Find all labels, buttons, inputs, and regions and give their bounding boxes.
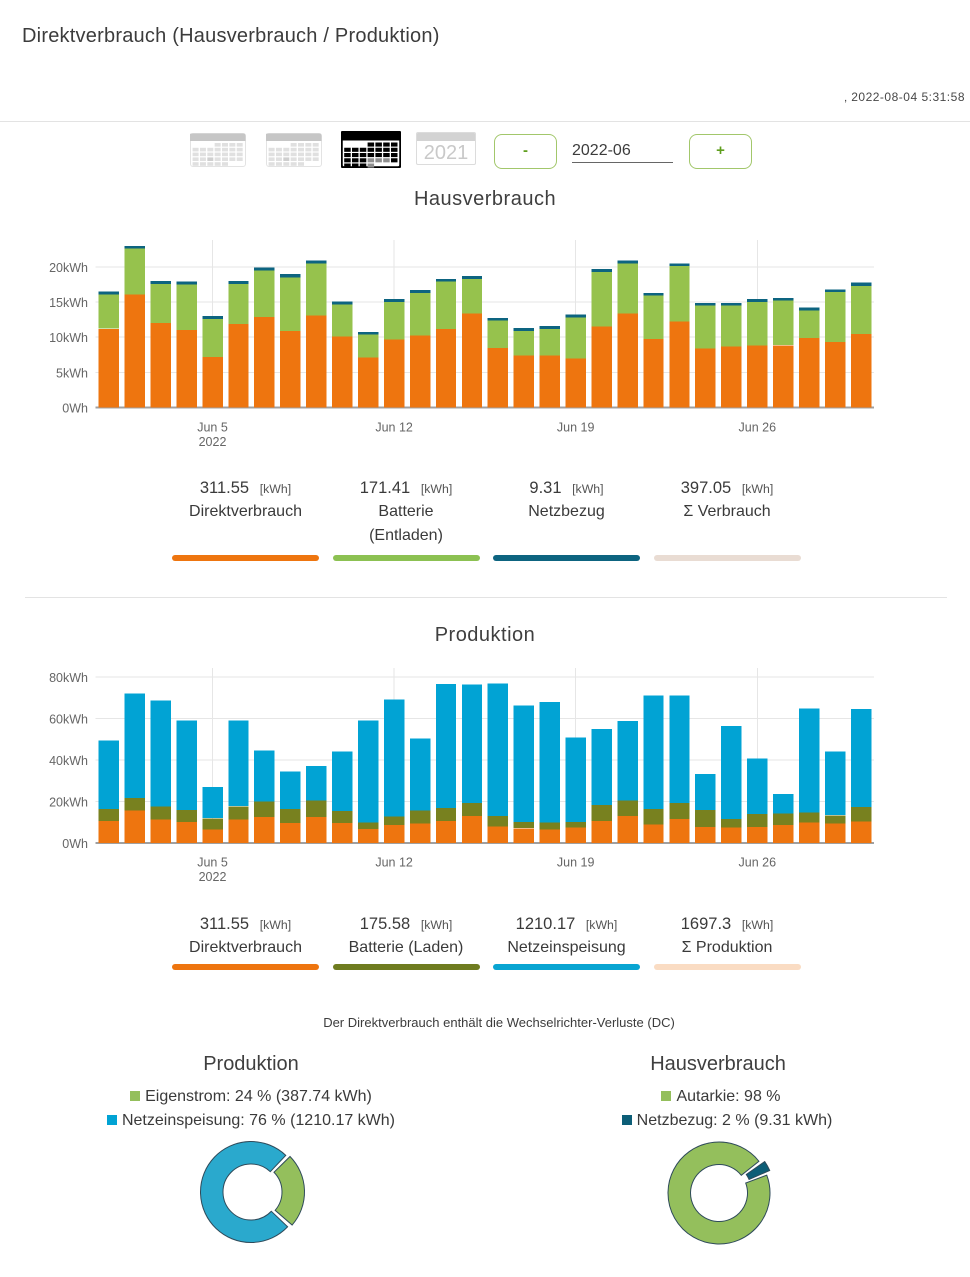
svg-text:2022: 2022 xyxy=(199,435,227,449)
svg-text:20kWh: 20kWh xyxy=(49,261,88,275)
svg-text:40kWh: 40kWh xyxy=(49,754,88,768)
svg-text:Jun 26: Jun 26 xyxy=(739,856,777,870)
svg-text:Jun 5: Jun 5 xyxy=(197,856,228,870)
svg-text:Jun 19: Jun 19 xyxy=(557,421,595,435)
svg-text:Jun 26: Jun 26 xyxy=(739,421,777,435)
svg-text:5kWh: 5kWh xyxy=(56,366,88,380)
svg-text:80kWh: 80kWh xyxy=(49,671,88,685)
svg-text:Jun 19: Jun 19 xyxy=(557,856,595,870)
svg-text:10kWh: 10kWh xyxy=(49,331,88,345)
svg-text:20kWh: 20kWh xyxy=(49,796,88,810)
svg-text:2022: 2022 xyxy=(199,870,227,884)
svg-text:0Wh: 0Wh xyxy=(62,402,88,416)
svg-text:60kWh: 60kWh xyxy=(49,712,88,726)
svg-text:Jun 12: Jun 12 xyxy=(375,856,413,870)
svg-text:0Wh: 0Wh xyxy=(62,837,88,851)
svg-text:Jun 12: Jun 12 xyxy=(375,421,413,435)
svg-text:Jun 5: Jun 5 xyxy=(197,421,228,435)
svg-text:15kWh: 15kWh xyxy=(49,296,88,310)
